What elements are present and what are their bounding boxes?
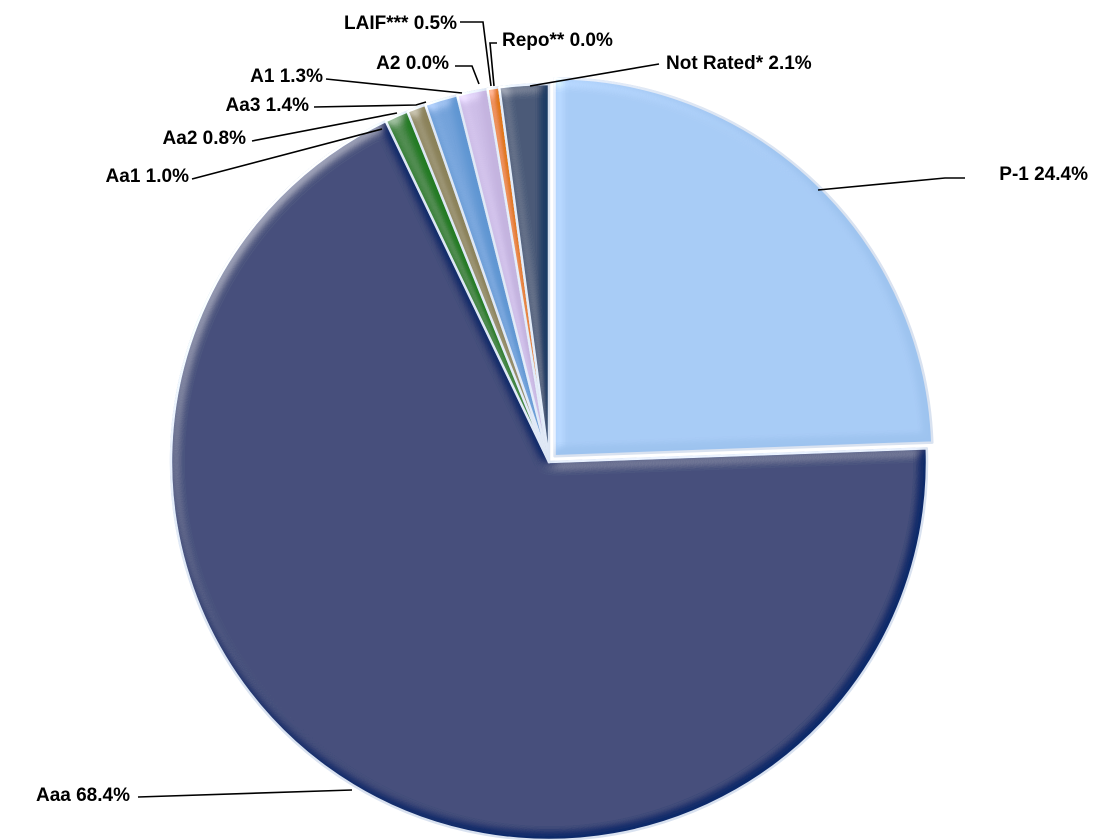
slice-label-aa1: Aa1 1.0% <box>106 166 190 187</box>
leader-lines <box>137 21 965 798</box>
pie-slices <box>169 76 934 840</box>
leader-line-aaa <box>137 789 353 798</box>
leader-line-laif <box>460 21 492 87</box>
leader-line-repo <box>489 42 497 87</box>
leader-line-aa3 <box>313 101 427 108</box>
leader-line-not-rated <box>529 63 660 87</box>
slice-label-laif: LAIF*** 0.5% <box>344 13 457 34</box>
slice-label-a1: A1 1.3% <box>250 66 323 87</box>
slice-labels: P-1 24.4% Aaa 68.4% Aa1 1.0% Aa2 0.8% Aa3 1.… <box>36 13 1088 806</box>
leader-line-aa1 <box>191 128 383 180</box>
slice-label-repo: Repo** 0.0% <box>502 30 613 51</box>
leader-line-a2 <box>455 65 480 85</box>
slice-label-p-1: P-1 24.4% <box>999 164 1088 185</box>
leader-line-p-1 <box>817 177 965 191</box>
leader-line-a1 <box>325 78 463 94</box>
slice-label-not-rated: Not Rated* 2.1% <box>666 53 812 74</box>
slice-label-aa2: Aa2 0.8% <box>163 128 247 149</box>
slice-label-aa3: Aa3 1.4% <box>226 95 310 116</box>
pie-slice-aaa <box>169 119 929 840</box>
slice-label-a2: A2 0.0% <box>376 53 449 74</box>
slice-label-aaa: Aaa 68.4% <box>36 785 130 806</box>
leader-line-aa2 <box>251 112 398 142</box>
pie-slice-p-1 <box>553 76 934 458</box>
pie-slice-not-rated <box>497 82 551 464</box>
